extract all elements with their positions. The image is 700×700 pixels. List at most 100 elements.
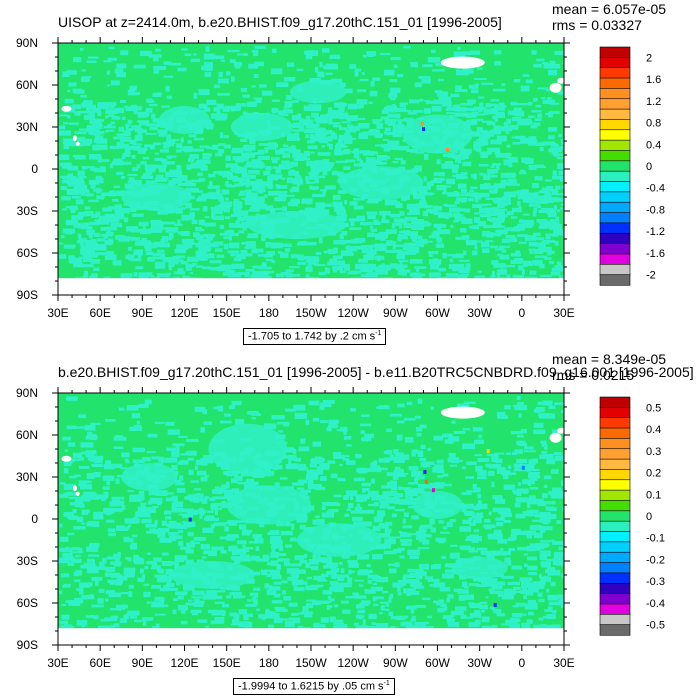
colorbar-label: 0.3 [646,446,661,458]
colorbar-swatch [599,510,631,522]
x-tick-label: 120W [337,656,369,670]
colorbar-swatch [599,222,631,234]
colorbar-swatch [599,427,631,439]
colorbar-swatch [599,160,631,172]
colorbar-label: 0 [646,511,652,523]
colorbar-label: 1.6 [646,74,661,86]
colorbar-swatch [599,603,631,615]
y-tick-label: 0 [31,512,38,526]
y-tick-label: 60S [17,246,38,260]
colorbar-swatch [599,520,631,533]
colorbar-label: 0.8 [646,118,661,130]
colorbar-label: 0.2 [646,468,661,480]
colorbar-swatch [599,593,631,605]
colorbar-swatch [599,500,631,512]
panel-2-range-text: -1.9994 to 1.6215 by .05 cm s [238,680,384,693]
x-tick-label: 120E [170,306,198,320]
colorbar-label: -0.3 [646,576,665,588]
y-tick-label: 90N [16,386,38,400]
x-tick-label: 180 [259,656,279,670]
colorbar-swatch [599,212,631,224]
colorbar-label: -2 [646,270,656,282]
panel-2: b.e20.BHIST.f09_g17.20thC.151_01 [1996-2… [0,350,700,700]
colorbar-swatch [599,448,631,460]
field-anomalies [58,396,564,634]
colorbar-label: 2 [646,52,652,64]
colorbar-swatch [599,191,631,203]
x-tick-label: 90W [383,306,408,320]
colorbar-swatch [599,263,631,276]
colorbar-swatch [599,562,631,574]
colorbar-swatch [599,531,631,543]
y-tick-label: 90S [17,638,38,652]
colorbar-label: -0.5 [646,620,665,632]
x-tick-label: 150W [295,656,327,670]
colorbar-label: 0.5 [646,402,661,414]
panel-1-range-exp: -1 [375,330,382,337]
colorbar-label: -0.8 [646,204,665,216]
x-tick-label: 60W [425,656,450,670]
panel-1-mean: mean = 6.057e-05 [552,1,667,17]
panel-2-map: 30E 60E 90E 120E 150E 180 150W 120W 90W 60W 30W 0 30… [16,386,665,670]
colorbar-swatch [599,253,631,265]
y-tick-label: 30N [16,120,38,134]
colorbar-swatch [599,108,631,121]
field-anomalies [58,45,564,284]
panel-1-rms: rms = 0.03327 [552,17,642,33]
y-tick-label: 60N [16,78,38,92]
panel-1-map: 30E 60E 90E 120E 150E 180 150W 120W 90W 60W 30W 0 30… [16,36,665,320]
colorbar-swatch [599,201,631,214]
land-mask [58,56,564,295]
x-tick-label: 150E [213,306,241,320]
colorbar-swatch [599,613,631,626]
colorbar-swatch [599,46,631,58]
x-tick-label: 60E [89,656,110,670]
land-mask [58,406,564,645]
y-tick-label: 30N [16,470,38,484]
colorbar-swatch [599,77,631,89]
panel-1-title: UISOP at z=2414.0m, b.e20.BHIST.f09_g17.… [58,14,502,30]
colorbar-swatch [599,624,631,636]
colorbar-label: 0.4 [646,424,661,436]
x-tick-label: 60W [425,306,450,320]
colorbar-label: -1.6 [646,248,665,260]
y-tick-label: 30S [17,554,38,568]
y-tick-label: 60S [17,596,38,610]
x-tick-label: 120W [337,306,369,320]
colorbar-label: -0.1 [646,533,665,545]
colorbar: 0.5 0.4 0.3 0.2 0.1 0 -0.1 -0.2 -0.3 -0.4 -0.5 [599,396,665,636]
colorbar-swatch [599,396,631,408]
x-tick-label: 60E [89,306,110,320]
antarctica [58,628,564,645]
x-tick-label: 180 [259,306,279,320]
colorbar-swatch [599,243,631,255]
y-tick-label: 0 [31,162,38,176]
x-tick-label: 90E [132,306,153,320]
colorbar-label: -0.4 [646,598,665,610]
y-tick-label: 60N [16,428,38,442]
y-tick-label: 90N [16,36,38,50]
colorbar-swatch [599,274,631,286]
colorbar: 2 1.6 1.2 0.8 0.4 0 -0.4 -0.8 -1.2 -1.6 -2 [599,46,665,286]
colorbar-swatch [599,98,631,110]
colorbar-swatch [599,170,631,183]
panel-2-range-exp: -1 [383,680,390,687]
colorbar-label: 1.2 [646,96,661,108]
panel-1-range-label: -1.705 to 1.742 by .2 cm s-1 [243,328,387,345]
colorbar-swatch [599,139,631,152]
x-tick-label: 30E [553,306,574,320]
colorbar-label: 0.4 [646,139,661,151]
map-field [58,393,564,645]
colorbar-swatch [599,541,631,553]
y-tick-label: 90S [17,288,38,302]
x-tick-label: 0 [518,656,525,670]
greenland [440,56,485,69]
x-tick-label: 30W [467,306,492,320]
x-tick-label: 150E [213,656,241,670]
panel-2-rms: rms = 0.0215 [552,367,635,383]
colorbar-swatch [599,458,631,471]
colorbar-swatch [599,119,631,131]
colorbar-swatch [599,150,631,162]
y-tick-label: 30S [17,204,38,218]
x-tick-label: 30W [467,656,492,670]
